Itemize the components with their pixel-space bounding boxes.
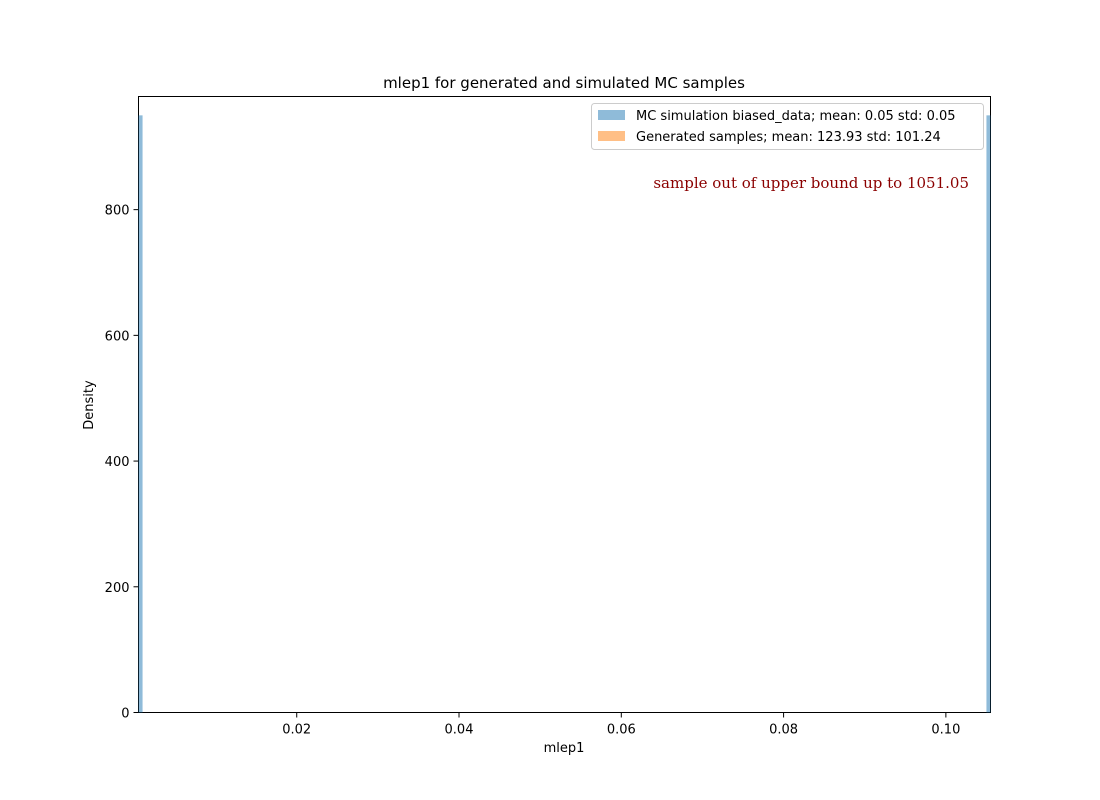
x-tick-label: 0.06 bbox=[607, 723, 636, 738]
x-axis-label: mlep1 bbox=[544, 741, 585, 756]
legend: MC simulation biased_data; mean: 0.05 st… bbox=[591, 103, 984, 150]
legend-box bbox=[591, 103, 984, 150]
histogram-bar bbox=[986, 115, 991, 713]
y-tick-label: 200 bbox=[105, 581, 130, 596]
y-tick-label: 600 bbox=[105, 329, 130, 344]
x-axis-ticks: 0.02 0.04 0.06 0.08 0.10 bbox=[282, 712, 960, 738]
y-axis-label: Density bbox=[82, 380, 97, 430]
y-tick-label: 400 bbox=[105, 455, 130, 470]
histogram-bars bbox=[138, 115, 991, 713]
y-tick-label: 800 bbox=[105, 204, 130, 219]
legend-swatch-mc-simulation bbox=[598, 110, 625, 120]
out-of-bound-annotation: sample out of upper bound up to 1051.05 bbox=[653, 174, 969, 192]
y-tick-label: 0 bbox=[121, 707, 129, 722]
x-tick-label: 0.02 bbox=[282, 723, 311, 738]
legend-label-mc-simulation: MC simulation biased_data; mean: 0.05 st… bbox=[636, 109, 956, 124]
legend-label-generated-samples: Generated samples; mean: 123.93 std: 101… bbox=[636, 130, 941, 145]
y-axis-ticks: 0 200 400 600 800 bbox=[105, 204, 139, 722]
x-tick-label: 0.08 bbox=[769, 723, 798, 738]
chart-title: mlep1 for generated and simulated MC sam… bbox=[383, 74, 745, 92]
x-tick-label: 0.10 bbox=[931, 723, 960, 738]
x-tick-label: 0.04 bbox=[445, 723, 474, 738]
legend-swatch-generated-samples bbox=[598, 131, 625, 141]
histogram-bar bbox=[138, 115, 143, 713]
